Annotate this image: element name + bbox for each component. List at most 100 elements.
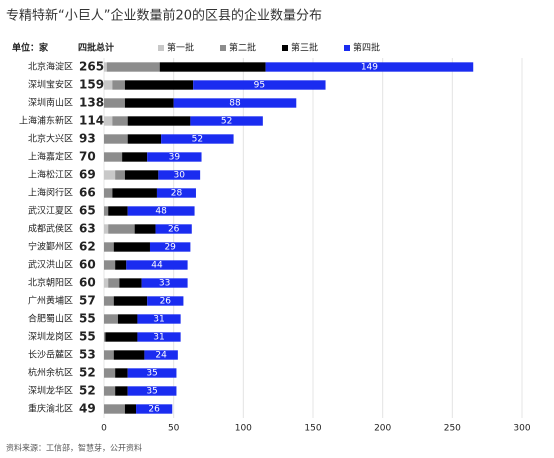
value-label: 28 <box>171 189 183 199</box>
bar-segment <box>104 98 125 108</box>
bar-segment <box>104 386 116 396</box>
category-label: 广州黄埔区 <box>28 295 73 307</box>
bar-segment <box>127 206 195 216</box>
bar-segment <box>124 170 159 180</box>
bar-segment <box>156 188 196 198</box>
bar-segment <box>104 134 128 144</box>
bar-segment <box>112 80 125 90</box>
bar-segment <box>136 404 173 414</box>
value-label: 31 <box>153 315 164 325</box>
legend-swatch <box>344 45 350 51</box>
bar-segment <box>115 368 128 378</box>
value-label: 48 <box>155 207 167 217</box>
bar-segment <box>104 368 116 378</box>
bar-segment <box>104 242 114 252</box>
category-label: 深圳宝安区 <box>28 79 73 91</box>
bar-segment <box>104 332 106 342</box>
totals-header: 四批总计 <box>78 42 114 54</box>
x-tick-label: 0 <box>101 424 107 434</box>
category-label: 深圳龙华区 <box>28 385 73 397</box>
category-label: 北京大兴区 <box>28 133 73 145</box>
bar-segment <box>147 152 202 162</box>
total-label: 57 <box>79 294 96 308</box>
category-label: 上海嘉定区 <box>28 151 73 163</box>
total-label: 63 <box>79 222 96 236</box>
total-label: 52 <box>79 366 96 380</box>
bar-segment <box>159 62 266 72</box>
bar-segment <box>173 98 297 108</box>
value-label: 30 <box>174 171 186 181</box>
bar-segment <box>127 134 162 144</box>
x-tick-label: 150 <box>304 424 321 434</box>
bar-segment <box>115 386 128 396</box>
value-label: 35 <box>146 387 157 397</box>
x-tick-label: 300 <box>513 424 530 434</box>
total-label: 60 <box>79 258 96 272</box>
bar-segment <box>113 296 148 306</box>
bar-segment <box>117 314 138 324</box>
x-tick-label: 100 <box>235 424 252 434</box>
bar-segment <box>147 296 184 306</box>
value-label: 26 <box>168 225 180 235</box>
bar-segment <box>158 170 201 180</box>
total-label: 265 <box>79 60 104 74</box>
chart-title: 专精特新“小巨人”企业数量前20的区县的企业数量分布 <box>6 8 322 24</box>
bar-segment <box>149 242 191 252</box>
value-label: 95 <box>254 81 265 91</box>
bar-segment <box>115 260 127 270</box>
bar-segment <box>155 224 192 234</box>
bar-segment <box>119 278 142 288</box>
total-label: 69 <box>79 168 96 182</box>
total-label: 62 <box>79 240 96 254</box>
legend-label: 第二批 <box>229 42 256 54</box>
category-label: 上海闵行区 <box>28 187 73 199</box>
category-label: 北京朝阳区 <box>28 277 73 289</box>
bar-segment <box>104 188 113 198</box>
x-tick-label: 200 <box>374 424 391 434</box>
bar-segment <box>108 206 128 216</box>
bar-segment <box>193 80 326 90</box>
source: 资料来源：工信部，智慧芽，公开资料 <box>6 443 142 453</box>
total-label: 52 <box>79 384 96 398</box>
bar-segment <box>137 332 181 342</box>
bar-segment <box>127 386 177 396</box>
bar-segment <box>108 278 120 288</box>
category-label: 杭州余杭区 <box>28 367 73 379</box>
total-label: 70 <box>79 150 96 164</box>
value-label: 31 <box>153 333 164 343</box>
legend-swatch <box>158 45 164 51</box>
value-label: 88 <box>229 99 241 109</box>
bar-segment <box>105 332 138 342</box>
legend-label: 第三批 <box>291 42 318 54</box>
category-label: 合肥蜀山区 <box>28 313 73 325</box>
category-label: 长沙岳麓区 <box>28 349 73 361</box>
category-label: 重庆渝北区 <box>28 403 73 415</box>
bar-segment <box>106 62 160 72</box>
bar-segment <box>122 152 148 162</box>
category-label: 武汉洪山区 <box>28 259 73 271</box>
category-label: 上海松江区 <box>28 169 73 181</box>
bar-segment <box>112 188 157 198</box>
x-tick-label: 50 <box>168 424 180 434</box>
bar-segment <box>137 314 181 324</box>
bar-segment <box>104 404 125 414</box>
category-label: 深圳龙岗区 <box>28 331 73 343</box>
total-label: 114 <box>79 114 104 128</box>
bar-segment <box>265 62 474 72</box>
bar-segment <box>104 350 114 360</box>
category-label: 北京海淀区 <box>28 61 73 73</box>
bar-segment <box>161 134 234 144</box>
value-label: 52 <box>192 135 203 145</box>
bar-segment <box>104 260 116 270</box>
bar-segment <box>104 116 113 126</box>
value-label: 44 <box>151 261 163 271</box>
category-label: 深圳南山区 <box>28 97 73 109</box>
bar-segment <box>134 224 156 234</box>
bar-segment <box>124 80 194 90</box>
bar-segment <box>104 170 116 180</box>
category-label: 宁波鄞州区 <box>28 241 73 253</box>
legend-swatch <box>220 45 226 51</box>
total-label: 55 <box>79 312 96 326</box>
bar-segment <box>144 350 178 360</box>
